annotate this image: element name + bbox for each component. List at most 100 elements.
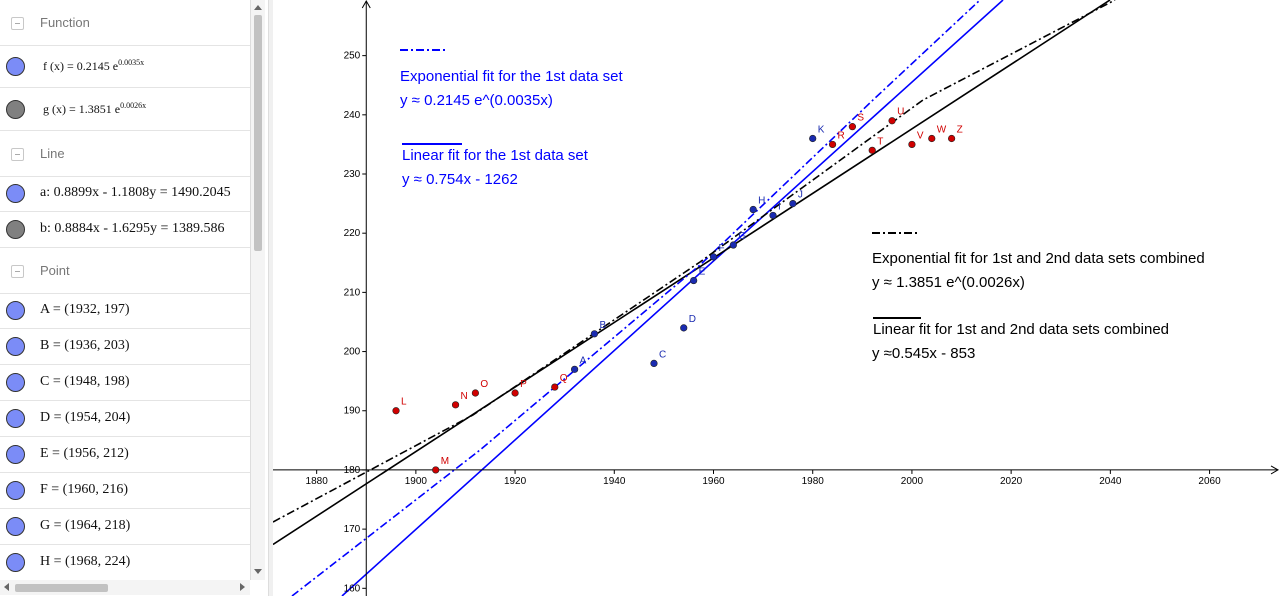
point-label: G bbox=[738, 231, 746, 242]
y-tick-label: 230 bbox=[344, 169, 361, 180]
collapse-toggle[interactable] bbox=[11, 17, 24, 30]
point-label: M bbox=[441, 456, 449, 467]
visibility-toggle[interactable] bbox=[6, 445, 25, 464]
item-text: A = (1932, 197) bbox=[40, 302, 130, 318]
vertical-scrollbar[interactable] bbox=[251, 0, 265, 580]
point-label: W bbox=[937, 124, 947, 135]
visibility-toggle[interactable] bbox=[6, 184, 25, 203]
y-tick-label: 210 bbox=[344, 287, 361, 298]
x-tick-label: 2020 bbox=[1000, 476, 1023, 487]
graphics-view: 1880 1900 1920 1940 1960 1980 2000 2020 2040 2060… bbox=[273, 0, 1280, 596]
algebra-item[interactable]: E = (1956, 212) bbox=[0, 437, 250, 473]
curve-f[interactable] bbox=[291, 0, 981, 596]
scroll-thumb[interactable] bbox=[15, 584, 108, 592]
algebra-item[interactable]: G = (1964, 218) bbox=[0, 509, 250, 545]
algebra-item[interactable]: F = (1960, 216) bbox=[0, 473, 250, 509]
scroll-right[interactable] bbox=[240, 583, 245, 591]
x-axis-arrow bbox=[1270, 465, 1280, 475]
visibility-toggle[interactable] bbox=[6, 517, 25, 536]
item-text: g (x) = 1.3851 e0.0026x bbox=[43, 101, 146, 117]
point-label: A bbox=[580, 355, 587, 366]
visibility-toggle[interactable] bbox=[6, 220, 25, 239]
visibility-toggle[interactable] bbox=[6, 481, 25, 500]
data-point bbox=[590, 330, 599, 338]
data-point bbox=[828, 140, 837, 149]
algebra-item[interactable]: g (x) = 1.3851 e0.0026x bbox=[0, 88, 250, 131]
y-tick-label: 250 bbox=[344, 51, 361, 62]
algebra-item[interactable]: D = (1954, 204) bbox=[0, 401, 250, 437]
expression: H = (1968, 224) bbox=[40, 554, 131, 569]
visibility-toggle[interactable] bbox=[6, 373, 25, 392]
x-tick-label: 1980 bbox=[802, 476, 825, 487]
algebra-item[interactable]: f (x) = 0.2145 e0.0035x bbox=[0, 45, 250, 88]
algebra-item[interactable]: B = (1936, 203) bbox=[0, 329, 250, 365]
x-tick-label: 1940 bbox=[603, 476, 626, 487]
annotation: y ≈0.545x - 853 bbox=[872, 345, 975, 362]
group-header[interactable]: Function bbox=[0, 0, 250, 46]
algebra-item[interactable]: A = (1932, 197) bbox=[0, 293, 250, 329]
point-label: B bbox=[599, 320, 606, 331]
point-label: V bbox=[917, 130, 924, 141]
scroll-up[interactable] bbox=[254, 5, 262, 10]
annotation: y ≈ 0.2145 e^(0.0035x) bbox=[400, 92, 553, 109]
visibility-toggle[interactable] bbox=[6, 409, 25, 428]
x-tick-label: 2000 bbox=[901, 476, 924, 487]
visibility-toggle[interactable] bbox=[6, 337, 25, 356]
annotation: Linear fit for 1st and 2nd data sets com… bbox=[873, 321, 1169, 338]
x-tick-label: 2060 bbox=[1198, 476, 1221, 487]
annotation: y ≈ 0.754x - 1262 bbox=[402, 171, 518, 188]
data-point bbox=[471, 389, 479, 397]
data-point bbox=[392, 407, 400, 415]
point-label: S bbox=[857, 113, 864, 124]
data-point bbox=[690, 276, 698, 285]
scroll-left[interactable] bbox=[4, 583, 9, 591]
visibility-toggle[interactable] bbox=[6, 301, 25, 320]
legend-glyphs bbox=[400, 49, 921, 319]
algebra-item[interactable]: H = (1968, 224) bbox=[0, 545, 250, 580]
scroll-thumb[interactable] bbox=[254, 15, 262, 251]
y-tick-label: 160 bbox=[344, 583, 361, 594]
group-header[interactable]: Point bbox=[0, 248, 250, 294]
point-label: U bbox=[897, 107, 904, 118]
annotation: Exponential fit for the 1st data set bbox=[400, 68, 623, 85]
algebra-item[interactable]: C = (1948, 198) bbox=[0, 365, 250, 401]
expression: a: 0.8899x - 1.1808y = 1490.2045 bbox=[40, 185, 231, 200]
item-text: C = (1948, 198) bbox=[40, 374, 130, 390]
visibility-toggle[interactable] bbox=[6, 56, 25, 76]
y-tick-label: 180 bbox=[344, 465, 361, 476]
data-point bbox=[749, 205, 757, 214]
expression: G = (1964, 218) bbox=[40, 518, 131, 533]
collapse-toggle[interactable] bbox=[11, 148, 24, 161]
item-text: G = (1964, 218) bbox=[40, 518, 130, 534]
expression: E = (1956, 212) bbox=[40, 446, 129, 461]
collapse-toggle[interactable] bbox=[11, 265, 24, 278]
point-label: L bbox=[401, 397, 407, 408]
x-tick-label: 1900 bbox=[405, 476, 428, 487]
y-tick-label: 190 bbox=[344, 406, 361, 417]
item-text: b: 0.8884x - 1.6295y = 1389.586 bbox=[40, 221, 224, 237]
group-title: Line bbox=[40, 146, 65, 161]
visibility-toggle[interactable] bbox=[6, 553, 25, 572]
curve-g[interactable] bbox=[273, 0, 1116, 523]
algebra-item[interactable]: a: 0.8899x - 1.1808y = 1490.2045 bbox=[0, 176, 250, 212]
y-tick-label: 220 bbox=[344, 228, 361, 239]
curves bbox=[273, 0, 1116, 596]
item-text: F = (1960, 216) bbox=[40, 482, 128, 498]
group-header[interactable]: Line bbox=[0, 131, 250, 177]
horizontal-scrollbar[interactable] bbox=[0, 580, 250, 595]
x-tick-label: 1880 bbox=[306, 476, 329, 487]
algebra-item[interactable]: b: 0.8884x - 1.6295y = 1389.586 bbox=[0, 212, 250, 248]
data-point bbox=[928, 134, 936, 143]
data-point bbox=[948, 134, 956, 143]
point-label: R bbox=[838, 130, 845, 141]
point-label: J bbox=[798, 190, 803, 201]
line-a[interactable] bbox=[341, 0, 1004, 596]
view-separator bbox=[268, 0, 273, 596]
y-tick-label: 200 bbox=[344, 347, 361, 358]
item-text: D = (1954, 204) bbox=[40, 410, 130, 426]
x-tick-label: 2040 bbox=[1099, 476, 1122, 487]
group-title: Function bbox=[40, 15, 90, 30]
data-point bbox=[868, 146, 876, 154]
scroll-down[interactable] bbox=[254, 569, 262, 574]
visibility-toggle[interactable] bbox=[6, 99, 25, 119]
